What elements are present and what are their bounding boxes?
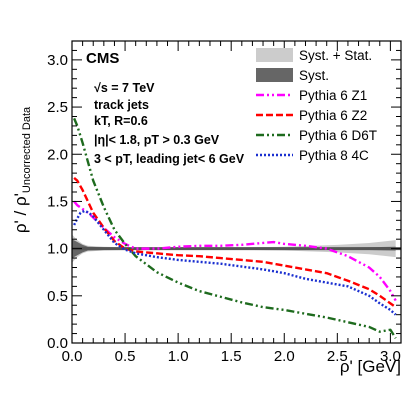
annotation-block: √s = 7 TeV track jets kT, R=0.6 |η|< 1.8, p… [94, 81, 245, 166]
x-tick-label: 2.5 [327, 348, 348, 365]
series-layer [73, 117, 397, 339]
legend-label: Pythia 6 D6T [299, 128, 377, 143]
y-tick-label: 1.0 [47, 241, 68, 258]
y-axis-title: ρ' / ρ'Uncorrected Data [11, 106, 33, 233]
legend-label: Pythia 6 Z1 [299, 88, 367, 103]
legend-label: Syst. [299, 68, 329, 83]
x-axis-title: ρ' [GeV] [340, 357, 401, 376]
x-axis-ticks: 0.0 0.5 1.0 1.5 2.0 2.5 3.0 [62, 41, 402, 365]
series-line-3 [73, 209, 397, 316]
annotation-2: kT, R=0.6 [94, 114, 148, 128]
y-tick-label: 1.5 [47, 193, 68, 210]
svg-text:ρ' / ρ'Uncorrected Data: ρ' / ρ'Uncorrected Data [11, 106, 33, 233]
annotation-4: 3 < pT, leading jet< 6 GeV [94, 152, 245, 166]
y-tick-label: 2.0 [47, 146, 68, 163]
annotation-1: track jets [94, 98, 149, 112]
experiment-label: CMS [86, 50, 119, 67]
series-line-1 [73, 176, 397, 309]
x-tick-label: 2.0 [274, 348, 295, 365]
legend-swatch [256, 48, 293, 62]
x-tick-label: 1.0 [168, 348, 189, 365]
legend: Syst. + Stat. Syst. Pythia 6 Z1 Pythia 6 Z2… [256, 48, 377, 163]
y-tick-label: 3.0 [47, 52, 68, 69]
y-tick-label: 0.0 [47, 335, 68, 352]
y-tick-label: 2.5 [47, 99, 68, 116]
y-axis-ticks: 0.0 0.5 1.0 1.5 2.0 2.5 3.0 [47, 40, 401, 352]
x-tick-label: 1.5 [221, 348, 242, 365]
legend-label: Pythia 8 4C [299, 148, 369, 163]
annotation-0: √s = 7 TeV [94, 81, 155, 95]
y-axis-title-sub: Uncorrected Data [21, 106, 33, 193]
legend-label: Pythia 6 Z2 [299, 108, 367, 123]
x-tick-label: 0.0 [62, 348, 83, 365]
y-tick-label: 0.5 [47, 288, 68, 305]
x-tick-label: 3.0 [380, 348, 401, 365]
y-axis-title-main: ρ' / ρ' [11, 193, 30, 233]
annotation-3: |η|< 1.8, pT > 0.3 GeV [94, 133, 220, 147]
legend-label: Syst. + Stat. [299, 48, 372, 63]
x-tick-label: 0.5 [115, 348, 136, 365]
series-line-2 [73, 117, 397, 339]
legend-swatch [256, 68, 293, 82]
